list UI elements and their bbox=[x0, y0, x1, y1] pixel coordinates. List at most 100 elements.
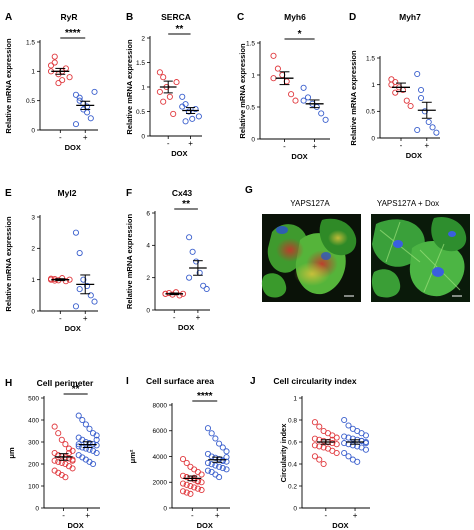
chart-title: Myh7 bbox=[399, 12, 421, 22]
y-tick-label: 0 bbox=[293, 505, 297, 512]
x-tick-label: - bbox=[283, 142, 286, 151]
x-tick-label: - bbox=[59, 314, 62, 323]
x-group-label: DOX bbox=[197, 521, 213, 530]
data-point bbox=[179, 103, 186, 110]
data-point bbox=[203, 285, 210, 293]
y-tick-label: 0 bbox=[163, 505, 167, 512]
y-axis-label: μm² bbox=[128, 449, 137, 463]
data-point bbox=[392, 89, 399, 96]
data-point bbox=[84, 282, 91, 289]
y-tick-label: 0.5 bbox=[136, 109, 145, 116]
data-point bbox=[185, 108, 192, 115]
data-point bbox=[62, 441, 69, 448]
panel-g: G YAPS127A YAPS127A + Dox bbox=[245, 185, 470, 302]
data-point bbox=[58, 459, 65, 466]
data-point bbox=[187, 463, 194, 470]
data-point bbox=[183, 481, 190, 488]
y-tick-label: 0 bbox=[141, 133, 145, 140]
data-point bbox=[189, 248, 196, 255]
data-point bbox=[300, 97, 307, 104]
data-point bbox=[160, 74, 167, 81]
significance-label: ** bbox=[72, 384, 80, 395]
data-point bbox=[300, 84, 307, 91]
data-point bbox=[407, 102, 414, 110]
data-point bbox=[322, 116, 329, 123]
data-point bbox=[179, 488, 187, 495]
y-tick-label: 1 bbox=[371, 82, 375, 89]
y-tick-label: 0 bbox=[146, 307, 150, 314]
x-tick-label: + bbox=[424, 141, 429, 150]
data-point bbox=[417, 94, 425, 102]
data-point bbox=[288, 91, 295, 98]
y-tick-label: 0 bbox=[31, 127, 35, 134]
data-point bbox=[59, 77, 66, 84]
data-point bbox=[179, 480, 187, 487]
data-point bbox=[219, 457, 226, 465]
micrograph-right bbox=[371, 214, 470, 302]
chart-title: Myl2 bbox=[58, 188, 77, 198]
data-point bbox=[69, 457, 76, 464]
panel-d: D Myh7 Relative mRNA expression 0 0.5 1 1.5 - +D… bbox=[349, 12, 440, 160]
chart-title: Cell circularity index bbox=[273, 376, 356, 386]
panel-f: F Cx43 Relative mRNA expression 0 2 4 6 - +DOX ** bbox=[125, 188, 210, 332]
x-tick-label: + bbox=[353, 511, 358, 520]
data-point bbox=[186, 274, 193, 281]
x-group-label: DOX bbox=[178, 323, 194, 332]
data-point bbox=[72, 121, 80, 128]
data-point bbox=[311, 442, 318, 449]
x-tick-label: - bbox=[191, 511, 194, 520]
panel-b: B SERCA Relative mRNA expression 0 0.5 1 1.5 2 -… bbox=[125, 12, 202, 158]
significance-label: **** bbox=[197, 391, 213, 402]
data-point bbox=[204, 450, 212, 457]
x-group-label: DOX bbox=[291, 152, 307, 161]
y-tick-label: 1.5 bbox=[26, 39, 35, 46]
significance-label: **** bbox=[65, 28, 81, 39]
data-point bbox=[194, 468, 201, 476]
y-tick-label: 0 bbox=[251, 136, 255, 143]
data-point bbox=[93, 432, 100, 439]
data-point bbox=[51, 423, 58, 430]
data-point bbox=[75, 412, 82, 419]
y-tick-label: 6 bbox=[146, 210, 150, 217]
y-tick-label: 0 bbox=[371, 135, 375, 142]
data-point bbox=[204, 459, 212, 466]
y-tick-label: 2000 bbox=[153, 480, 168, 487]
data-point bbox=[187, 490, 194, 497]
panel-j: J Cell circularity index Circularity index… bbox=[250, 376, 370, 530]
data-point bbox=[345, 434, 352, 441]
data-point bbox=[93, 436, 100, 443]
y-axis-label: Relative mRNA expression bbox=[349, 50, 358, 146]
data-point bbox=[212, 462, 219, 469]
data-point bbox=[417, 86, 425, 94]
y-tick-label: 0.8 bbox=[288, 417, 297, 424]
data-point bbox=[189, 115, 196, 122]
y-axis-label: Relative mRNA expression bbox=[4, 38, 13, 134]
panel-letter: C bbox=[237, 12, 244, 23]
data-point bbox=[198, 471, 205, 478]
y-tick-label: 0 bbox=[31, 308, 35, 315]
data-point bbox=[80, 276, 87, 283]
data-point bbox=[349, 435, 356, 442]
panel-letter: F bbox=[126, 188, 132, 199]
data-point bbox=[193, 258, 200, 265]
y-tick-label: 400 bbox=[28, 417, 39, 424]
data-point bbox=[414, 126, 421, 134]
y-tick-label: 500 bbox=[28, 395, 39, 402]
data-point bbox=[76, 249, 83, 257]
data-point bbox=[82, 445, 89, 452]
y-axis-label: Circularity index bbox=[279, 423, 288, 483]
data-point bbox=[90, 460, 97, 468]
data-point bbox=[86, 440, 93, 447]
data-point bbox=[212, 435, 219, 442]
panel-letter: B bbox=[126, 12, 133, 23]
y-axis-label: Relative mRNA expression bbox=[238, 43, 247, 139]
data-point bbox=[65, 449, 73, 457]
data-point bbox=[176, 292, 183, 299]
x-tick-label: - bbox=[173, 313, 176, 322]
y-tick-label: 4000 bbox=[153, 454, 168, 461]
data-point bbox=[166, 93, 173, 100]
data-point bbox=[156, 69, 163, 76]
x-tick-label: - bbox=[59, 133, 62, 142]
y-tick-label: 0.2 bbox=[288, 483, 297, 490]
